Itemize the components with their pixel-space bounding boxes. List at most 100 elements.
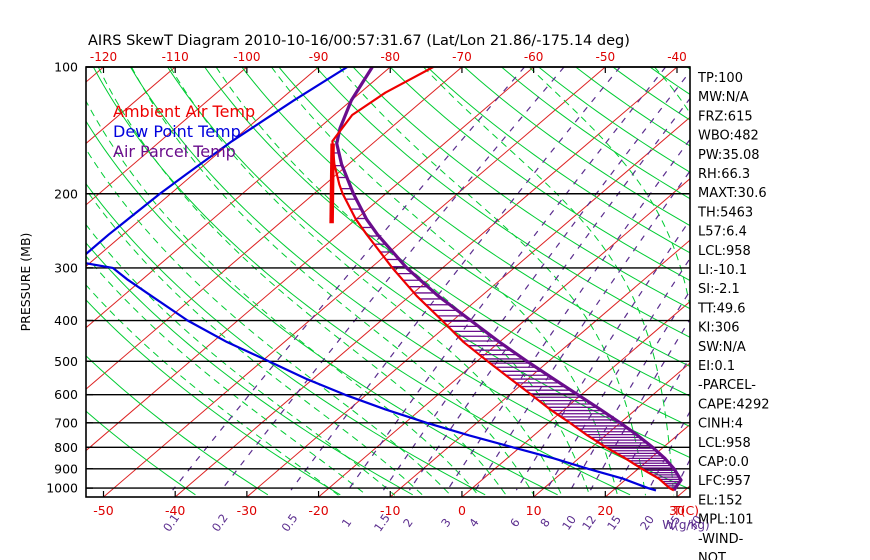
parcel-parameter-cap: CAP:0.0 (698, 455, 749, 470)
top-temp-tick-label: -40 (667, 50, 687, 64)
mixing-ratio-tick-label: 30 (685, 513, 705, 533)
bottom-temp-tick-label: -10 (380, 503, 400, 518)
bottom-temp-tick-label: 10 (526, 503, 542, 518)
isotherm-line (461, 300, 690, 497)
moist-adiabat-line (271, 67, 618, 496)
moist-adiabat-line (528, 67, 690, 310)
isotherm-line (86, 67, 463, 390)
top-temp-tick-label: -60 (524, 50, 544, 64)
isotherm-line (820, 67, 870, 497)
parcel-parameter-mpl: MPL:101 (698, 513, 754, 528)
mixing-ratio-tick-label: 2 (400, 516, 416, 530)
mixing-ratio-tick-label: 4 (466, 516, 482, 530)
dry-adiabat-line (501, 67, 690, 200)
top-temp-tick-label: -90 (309, 50, 329, 64)
mixing-axis-label: W(g/kg) (662, 518, 709, 532)
mixing-ratio-tick-label: 6 (507, 516, 523, 530)
el-marker-segment (329, 143, 335, 224)
cape-hatch-layer (333, 152, 681, 489)
isotherm-line (318, 178, 690, 497)
mixing-ratio-tick-label: 0.5 (279, 511, 301, 534)
parameter-tp: TP:100 (697, 71, 743, 86)
mixing-ratio-line (589, 318, 690, 491)
parameter-l57: L57:6.4 (698, 225, 747, 240)
isotherm-line (86, 67, 248, 206)
dry-adiabat-line (389, 67, 690, 282)
isotherm-line (604, 423, 690, 497)
moist-adiabat-line (423, 67, 675, 496)
dry-adiabat-line (538, 67, 690, 173)
dry-adiabat-line (575, 67, 690, 147)
page-title: AIRS SkewT Diagram 2010-10-16/00:57:31.6… (88, 33, 630, 49)
parameter-rh: RH:66.3 (698, 167, 750, 182)
moist-adiabat-line (86, 284, 339, 496)
dewpoint-temp-curve (86, 67, 657, 492)
wind-section-header: -WIND- (698, 532, 744, 547)
parameter-mw: MW:N/A (698, 90, 749, 105)
data-curve-layer (86, 67, 683, 492)
parameter-li: LI:-10.1 (698, 263, 747, 278)
parameter-si: SI:-2.1 (698, 282, 740, 297)
mixing-ratio-line (446, 138, 690, 491)
pressure-axis-label: PRESSURE (MB) (18, 233, 33, 332)
bottom-temp-tick-label: 0 (458, 503, 466, 518)
moist-adiabat-line (86, 148, 451, 496)
pressure-tick-label: 500 (54, 354, 78, 369)
parameter-tt: TT:49.6 (697, 301, 746, 316)
parameter-ki: KI:306 (698, 321, 740, 336)
pressure-tick-label: 100 (54, 60, 78, 75)
mixing-ratio-tick-label: 8 (537, 516, 553, 530)
pressure-tick-label: 300 (54, 260, 78, 275)
mixing-ratio-tick-label: 25 (663, 513, 683, 533)
mixing-ratio-line (347, 67, 667, 491)
top-temp-tick-label: -100 (233, 50, 260, 64)
dry-adiabat-line (649, 67, 690, 96)
bottom-temp-tick-label: -50 (93, 503, 113, 518)
top-temp-tick-label: -110 (162, 50, 189, 64)
parameter-lcl: LCL:958 (698, 244, 751, 259)
ambient-temp-curve (331, 67, 675, 492)
pressure-tick-label: 1000 (46, 481, 78, 496)
pressure-tick-label: 600 (54, 387, 78, 402)
bottom-temp-tick-label: 20 (597, 503, 613, 518)
plot-frame (85, 66, 691, 498)
mixing-ratio-tick-label: 0.2 (209, 511, 231, 534)
mixing-ratio-line (220, 67, 565, 491)
dry-adiabat-line (352, 67, 690, 310)
parameter-frz: FRZ:615 (698, 109, 753, 124)
pressure-tick-label: 800 (54, 440, 78, 455)
wind-status-line: NOT (698, 551, 726, 560)
moist-adiabat-line (86, 223, 396, 496)
dry-adiabat-line (315, 67, 690, 338)
mixing-ratio-tick-label: 1 (339, 516, 355, 530)
mixing-ratio-line (172, 67, 525, 491)
moist-adiabat-line (169, 67, 563, 496)
parcel-parameter-cape: CAPE:4292 (698, 397, 770, 412)
parcel-temp-curve (335, 67, 683, 492)
dry-adiabat-line (464, 67, 690, 227)
moist-adiabat-line (86, 100, 479, 496)
pressure-tick-label: 900 (54, 461, 78, 476)
top-temp-tick-label: -120 (90, 50, 117, 64)
bottom-temp-tick-label: -30 (237, 503, 257, 518)
isotherm-line (749, 67, 870, 497)
legend-dewpoint-label: Dew Point Temp (113, 122, 241, 141)
bottom-temp-tick-label: -40 (165, 503, 185, 518)
isotherm-line (86, 67, 391, 329)
top-temp-tick-label: -80 (380, 50, 400, 64)
top-temp-tick-label: -70 (452, 50, 472, 64)
pressure-tick-label: 200 (54, 186, 78, 201)
pressure-tick-label: 400 (54, 313, 78, 328)
isotherm-line (86, 67, 534, 452)
pressure-tick-label: 700 (54, 415, 78, 430)
mixing-ratio-line (647, 410, 690, 491)
temp-axis-label: T(C) (672, 503, 699, 518)
parameter-pw: PW:35.08 (698, 148, 760, 163)
moist-adiabat-line (131, 67, 535, 496)
mixing-ratio-tick-label: 15 (604, 513, 624, 533)
moist-adiabat-line (338, 67, 646, 496)
dry-adiabat-line (761, 67, 870, 369)
parameter-maxt: MAXT:30.6 (698, 186, 767, 201)
moist-adiabat-line (758, 67, 788, 495)
moist-adiabat-line (787, 67, 858, 495)
